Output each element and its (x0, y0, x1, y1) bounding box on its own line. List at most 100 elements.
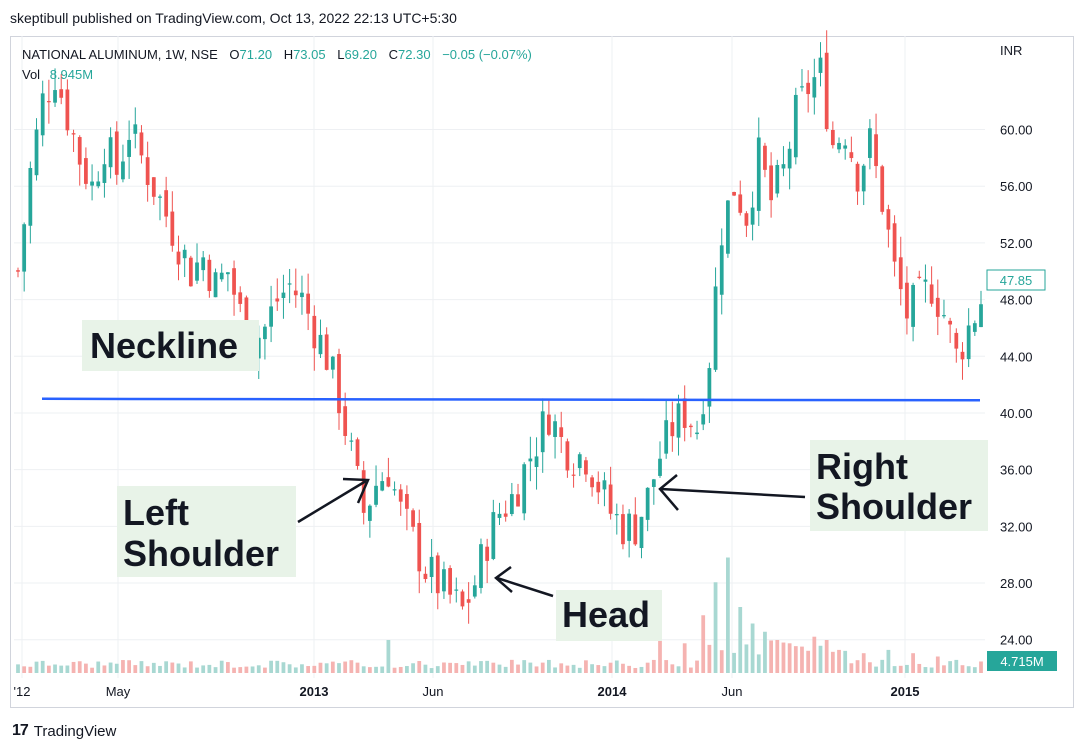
volume-bar (238, 667, 243, 673)
volume-bar (935, 656, 940, 673)
candle-body (608, 484, 613, 514)
candle-body (676, 403, 681, 438)
volume-bar (843, 650, 848, 673)
volume-bar (800, 646, 804, 673)
candle-body (442, 569, 446, 592)
time-tick-label: '12 (14, 684, 31, 699)
volume-bar (818, 645, 823, 673)
candle-body (145, 157, 150, 185)
volume-bar (824, 640, 829, 673)
volume-bar (337, 663, 341, 673)
low-label: L (337, 47, 344, 62)
volume-bar (275, 660, 280, 673)
candle-body (584, 460, 588, 475)
candle-body (435, 555, 440, 594)
candle-body (509, 494, 514, 515)
candle-body (769, 165, 773, 201)
right-shoulder-line2: Shoulder (816, 486, 972, 527)
change-value: −0.05 (−0.07%) (442, 47, 532, 62)
candle-body (911, 284, 915, 327)
volume-bar (77, 661, 82, 673)
candle-body (398, 489, 403, 502)
volume-bar (966, 666, 971, 673)
volume-bar (349, 660, 354, 673)
price-tick-label: 28.00 (1000, 576, 1033, 591)
arrow-right-shoulder (658, 474, 806, 511)
neckline-text: Neckline (90, 325, 238, 366)
volume-bar (763, 631, 767, 673)
candle-body (300, 292, 304, 298)
candle-body (750, 207, 755, 225)
volume-bar (398, 666, 403, 673)
candle-body (96, 181, 101, 187)
volume-bar (584, 660, 588, 673)
last-volume-badge: 4.715M (987, 651, 1057, 671)
volume-bar (127, 660, 131, 673)
volume-bar (837, 649, 841, 673)
volume-bar (861, 653, 866, 673)
candle-body (164, 190, 169, 217)
arrow-left-shoulder (297, 477, 370, 524)
last-price-value: 47.85 (1000, 273, 1033, 288)
candle-body (176, 251, 181, 265)
candle-body (849, 152, 854, 159)
candle-body (547, 414, 551, 435)
close-label: C (389, 47, 398, 62)
time-tick-label: 2014 (598, 684, 628, 699)
candle-body (645, 487, 650, 520)
price-tick-label: 48.00 (1000, 293, 1033, 308)
candle-body (614, 514, 619, 516)
candle-body (571, 474, 576, 476)
candle-body (312, 315, 317, 349)
tradingview-brand: TradingView (33, 722, 117, 740)
volume-bar (547, 659, 551, 673)
candle-body (744, 213, 749, 226)
volume-bar (65, 665, 70, 673)
volume-bar (479, 661, 483, 673)
candle-body (448, 568, 452, 595)
volume-bar (102, 665, 107, 673)
volume-bar (540, 662, 545, 673)
volume-bar (16, 664, 20, 673)
volume-bar (90, 667, 94, 673)
volume-bar (695, 660, 699, 673)
neckline-line[interactable] (41, 397, 981, 402)
volume-bar (571, 664, 576, 673)
candle-body (324, 334, 329, 370)
candle-body (738, 194, 743, 213)
price-tick-label: 24.00 (1000, 633, 1033, 648)
time-tick-label: Jun (722, 684, 743, 699)
candle-body (812, 77, 817, 98)
time-tick-label: 2013 (300, 684, 329, 699)
volume-bar (454, 663, 459, 673)
candle-body (923, 279, 928, 282)
close-value: 72.30 (398, 47, 431, 62)
candle-body (800, 86, 804, 88)
candle-body (306, 293, 311, 314)
candle-body (121, 161, 125, 180)
volume-bar (732, 652, 736, 673)
high-label: H (284, 47, 293, 62)
volume-bar (170, 662, 175, 673)
volume-bar (645, 662, 650, 673)
time-axis[interactable]: '12 May 2013 Jun 2014 Jun 2015 (14, 684, 920, 699)
candle-body (349, 440, 354, 442)
volume-bar (40, 660, 45, 673)
volume-value: 8.945M (50, 67, 93, 82)
volume-bar (84, 663, 88, 673)
candle-body (775, 164, 780, 194)
price-axis[interactable]: 60.00 56.00 52.00 48.00 44.00 40.00 36.00 32.00… (1000, 123, 1033, 648)
candle-body (763, 145, 767, 170)
candle-body (195, 262, 199, 281)
candle-body (491, 512, 496, 559)
candle-body (429, 556, 434, 577)
volume-bar (96, 661, 101, 673)
candle-body (880, 166, 885, 212)
candle-body (621, 514, 625, 545)
candle-body (114, 131, 119, 175)
candle-body (793, 94, 798, 158)
volume-bar (769, 640, 773, 673)
volume-bar (806, 650, 811, 673)
volume-bar (46, 665, 51, 673)
